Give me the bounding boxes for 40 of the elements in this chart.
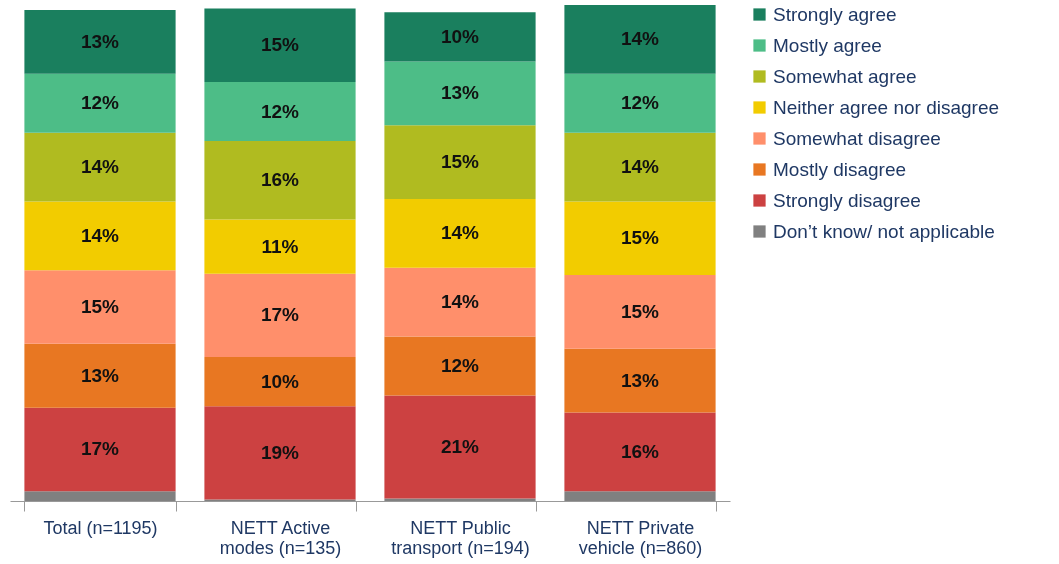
legend-label: Somewhat agree [773, 65, 917, 87]
legend-label: Mostly agree [773, 34, 882, 56]
legend-label: Somewhat disagree [773, 127, 941, 149]
data-label: 15% [80, 296, 120, 318]
legend-label: Strongly agree [773, 3, 897, 25]
x-tick-label: NETT Public transport (n=194) [391, 517, 530, 558]
data-label: 14% [620, 156, 660, 178]
legend-label: Neither agree nor disagree [773, 96, 1000, 118]
data-label: 16% [620, 440, 660, 462]
data-label: 14% [80, 156, 120, 178]
data-label: 13% [80, 30, 120, 52]
data-label: 12% [260, 100, 300, 122]
x-tick-label: Total (n=1195) [43, 517, 158, 538]
x-tick-label: NETT Active modes (n=135) [219, 517, 342, 558]
data-label: 14% [440, 222, 480, 244]
x-tick-label: NETT Private vehicle (n=860) [578, 517, 703, 558]
legend-label: Mostly disagree [773, 158, 907, 180]
data-label: 13% [80, 364, 120, 386]
data-label: 13% [440, 82, 480, 104]
data-label: 14% [80, 224, 120, 246]
legend-label: Strongly disagree [773, 189, 921, 211]
data-label: 21% [440, 435, 480, 457]
data-label: 15% [260, 34, 300, 56]
data-label: 10% [440, 25, 480, 47]
data-label: 15% [440, 151, 480, 173]
data-label: 13% [620, 369, 660, 391]
data-label: 11% [261, 235, 299, 257]
data-label: 19% [260, 441, 300, 463]
data-label: 16% [260, 169, 300, 191]
data-label: 17% [260, 304, 300, 326]
data-label: 15% [620, 300, 660, 322]
legend-label: Don’t know/ not applicable [773, 220, 995, 242]
data-label: 14% [620, 28, 660, 50]
data-label: 12% [440, 354, 480, 376]
data-label: 17% [80, 438, 120, 460]
data-label: 14% [440, 291, 480, 313]
data-label: 10% [260, 370, 300, 392]
data-label: 12% [620, 92, 660, 114]
data-label: 12% [80, 92, 120, 114]
data-label: 15% [620, 227, 660, 249]
